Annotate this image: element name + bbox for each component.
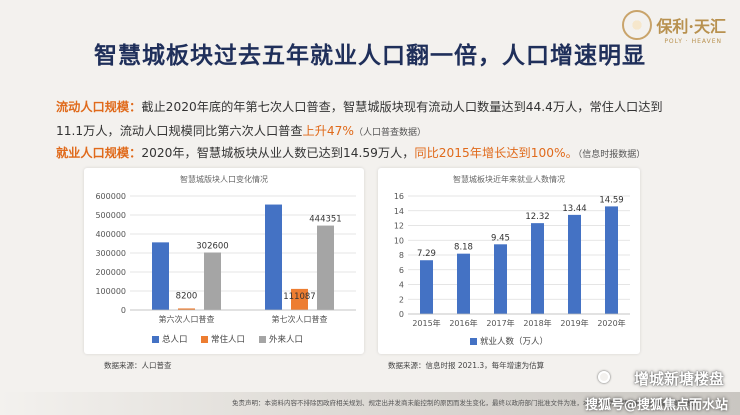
data-label: 12.32 (525, 212, 549, 222)
para1-text-b: 11.1万人，流动人口规模同比第六次人口普查 (56, 124, 303, 138)
data-label: 8200 (176, 291, 198, 301)
x-tick-label: 第七次人口普查 (272, 314, 328, 324)
y-tick-label: 2 (399, 295, 404, 304)
y-tick-label: 600000 (95, 192, 126, 201)
y-tick-label: 0 (399, 310, 404, 319)
x-tick-label: 2020年 (597, 318, 625, 328)
bar (317, 225, 334, 310)
legend-label: 外来人口 (269, 334, 303, 345)
para2-text-a: 2020年，智慧城板块从业人数已达到14.59万人， (141, 146, 415, 160)
chart-title: 智慧城版块人口变化情况 (180, 174, 268, 184)
data-label: 8.18 (454, 243, 473, 253)
x-tick-label: 2018年 (523, 318, 551, 328)
legend-swatch (152, 336, 159, 343)
para1-highlight: 上升47% (302, 124, 354, 138)
bar (291, 288, 308, 310)
y-tick-label: 16 (394, 192, 404, 201)
y-tick-label: 0 (121, 306, 126, 315)
data-label: 14.59 (599, 195, 623, 205)
y-tick-label: 100000 (95, 287, 126, 296)
source-right: 数据来源：信息时报 2021.3，每年增速为估算 (388, 361, 545, 370)
y-tick-label: 200000 (95, 268, 126, 277)
data-label: 444351 (309, 215, 341, 225)
data-label: 9.45 (491, 233, 510, 243)
paragraph-floating-population: 流动人口规模：截止2020年底的年第七次人口普查，智慧城版块现有流动人口数量达到… (56, 95, 696, 145)
y-tick-label: 14 (394, 207, 404, 216)
x-tick-label: 2017年 (486, 318, 514, 328)
legend-label: 总人口 (162, 334, 188, 345)
footer-bar (0, 392, 740, 415)
bar (420, 260, 433, 314)
watermark-line: 搜狐号@搜狐焦点而水站 (584, 398, 728, 413)
chart-title: 智慧城板块近年来就业人数情况 (453, 174, 565, 184)
para2-label: 就业人口规模： (56, 146, 142, 160)
x-tick-label: 2016年 (449, 318, 477, 328)
legend-label: 就业人数（万人） (480, 336, 548, 347)
data-label: 13.44 (562, 204, 586, 214)
watermark-name: 增城新塘楼盘 (633, 370, 724, 388)
legend-swatch (259, 336, 266, 343)
bar (178, 308, 195, 310)
bar (265, 204, 282, 310)
paragraph-employment: 就业人口规模：2020年，智慧城板块从业人数已达到14.59万人，同比2015年… (56, 141, 696, 167)
chart-card-population: 智慧城版块人口变化情况 0 100000 200000 300000 400000 5000… (84, 168, 364, 354)
population-chart: 智慧城版块人口变化情况 0 100000 200000 300000 400000 5000… (95, 174, 356, 345)
chart-card-employment: 智慧城板块近年来就业人数情况 0 2 4 6 8 10 12 14 16 7.29 2015年 8.18… (378, 168, 640, 354)
data-label: 302600 (196, 242, 228, 252)
bar (204, 252, 221, 310)
watermark-icon (598, 371, 610, 383)
x-tick-label: 第六次人口普查 (159, 314, 215, 324)
y-tick-label: 6 (399, 266, 404, 275)
y-tick-label: 8 (399, 251, 404, 260)
bar (152, 242, 169, 310)
legend-swatch (201, 336, 208, 343)
employment-chart: 智慧城板块近年来就业人数情况 0 2 4 6 8 10 12 14 16 7.29 2015年 8.18… (394, 174, 630, 347)
bar (494, 244, 507, 314)
para1-note: （人口普查数据） (353, 128, 426, 138)
legend-swatch (470, 338, 477, 345)
para2-highlight: 同比2015年增长达到100%。 (414, 146, 578, 160)
y-tick-label: 12 (394, 222, 404, 231)
source-left: 数据来源：人口普查 (104, 361, 172, 370)
x-tick-label: 2015年 (412, 318, 440, 328)
para1-label: 流动人口规模： (56, 100, 142, 114)
para2-note: （信息时报数据） (577, 150, 646, 160)
y-tick-label: 400000 (95, 230, 126, 239)
data-label: 7.29 (417, 249, 436, 259)
y-tick-label: 10 (394, 236, 404, 245)
bar (531, 223, 544, 314)
legend-label: 常住人口 (211, 334, 245, 345)
logo: 保利·天汇 (622, 10, 726, 40)
y-tick-label: 4 (399, 281, 404, 290)
bar (605, 206, 618, 314)
page-title: 智慧城板块过去五年就业人口翻一倍，人口增速明显 (94, 43, 646, 69)
disclaimer: 免责声明：本资料内容不排除因政府相关规划、规定出并发商未能控制的原因而发生变化，… (232, 399, 700, 407)
y-tick-label: 300000 (95, 249, 126, 258)
bar (568, 214, 581, 314)
logo-mark-icon (622, 10, 653, 40)
bar (457, 253, 470, 314)
para1-text-a: 截止2020年底的年第七次人口普查，智慧城版块现有流动人口数量达到44.4万人，… (141, 100, 663, 114)
logo-subtitle: POLY · HEAVEN (664, 38, 722, 45)
y-tick-label: 500000 (95, 211, 126, 220)
logo-text: 保利·天汇 (656, 17, 726, 36)
x-tick-label: 2019年 (560, 318, 588, 328)
data-label: 111087 (283, 292, 315, 302)
